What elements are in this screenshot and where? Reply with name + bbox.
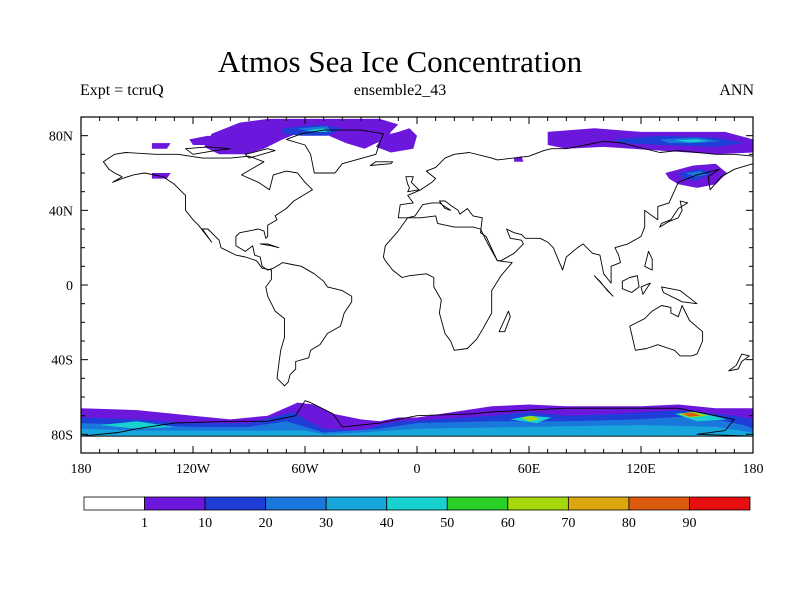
lon-tick-label: 180	[743, 462, 764, 477]
sea-ice-region	[99, 421, 175, 429]
coastline	[259, 243, 280, 249]
ensemble-label: ensemble2_43	[353, 82, 447, 99]
coastline	[621, 275, 640, 293]
sea-ice-region	[685, 171, 707, 177]
colorbar-swatch	[325, 496, 388, 511]
colorbar-swatch	[446, 496, 509, 511]
sea-ice-region	[375, 128, 417, 153]
lon-tick-label: 120E	[626, 462, 656, 477]
coastline	[593, 275, 614, 297]
sea-ice-region	[151, 143, 171, 149]
axis-ticks: 180 120W 60W 0 60E 120E 180 80N 40N 0 40S 80S	[49, 116, 764, 477]
colorbar-swatch	[265, 496, 327, 511]
coastline	[640, 282, 651, 295]
coastline	[629, 305, 704, 357]
colorbar-swatch	[144, 496, 206, 511]
coastline	[498, 310, 511, 333]
sea-ice-region	[308, 128, 328, 132]
coastline-layer	[81, 129, 753, 437]
coastline	[102, 152, 353, 387]
colorbar-swatch	[689, 496, 751, 511]
lat-tick-label: 80S	[51, 428, 73, 443]
coastline	[659, 200, 689, 228]
colorbar-label: 20	[259, 516, 273, 531]
lat-tick-label: 0	[66, 279, 73, 294]
coastline	[644, 250, 653, 271]
coastline	[728, 353, 750, 372]
colorbar: 1 10 20 30 40 50 60 70 80 90	[83, 496, 751, 531]
colorbar-label: 40	[380, 516, 394, 531]
colorbar-swatch	[567, 496, 630, 511]
coastline	[81, 400, 753, 437]
lon-tick-label: 120W	[176, 462, 211, 477]
colorbar-swatch	[204, 496, 267, 511]
sea-ice-region	[81, 425, 753, 437]
sea-ice-region	[342, 120, 391, 147]
colorbar-label: 1	[141, 516, 148, 531]
sea-ice-region	[189, 135, 227, 145]
lon-tick-label: 60W	[291, 462, 319, 477]
coastline	[285, 129, 384, 174]
colorbar-label: 80	[622, 516, 636, 531]
colorbar-label: 10	[198, 516, 212, 531]
map-title: Atmos Sea Ice Concentration	[217, 44, 583, 79]
coastline	[244, 148, 276, 159]
lat-tick-label: 40S	[51, 354, 73, 369]
colorbar-label: 50	[440, 516, 454, 531]
colorbar-label: 70	[561, 516, 575, 531]
coastline	[382, 215, 513, 351]
colorbar-swatch	[507, 496, 569, 511]
coastline	[405, 176, 420, 193]
map-background	[81, 117, 753, 453]
lat-tick-label: 40N	[49, 204, 73, 219]
colorbar-label: 30	[319, 516, 333, 531]
sea-ice-region	[521, 415, 541, 422]
sea-ice-region	[674, 139, 709, 143]
colorbar-swatch	[628, 496, 690, 511]
experiment-label: Expt = tcruQ	[80, 82, 164, 99]
sea-ice-region	[682, 412, 701, 417]
lon-tick-label: 180	[71, 462, 92, 477]
sea-ice-region	[151, 173, 171, 179]
coastline	[661, 286, 698, 305]
colorbar-swatch	[83, 496, 145, 511]
lat-tick-label: 80N	[49, 130, 73, 145]
colorbar-label: 60	[501, 516, 515, 531]
colorbar-swatch	[386, 496, 448, 511]
colorbar-label: 90	[682, 516, 696, 531]
season-label: ANN	[719, 82, 754, 99]
coastline	[397, 140, 753, 284]
lon-tick-label: 0	[414, 462, 421, 477]
coastline	[185, 146, 231, 155]
sea-ice-layer	[81, 118, 753, 437]
lon-tick-label: 60E	[518, 462, 541, 477]
coastline	[369, 161, 394, 166]
